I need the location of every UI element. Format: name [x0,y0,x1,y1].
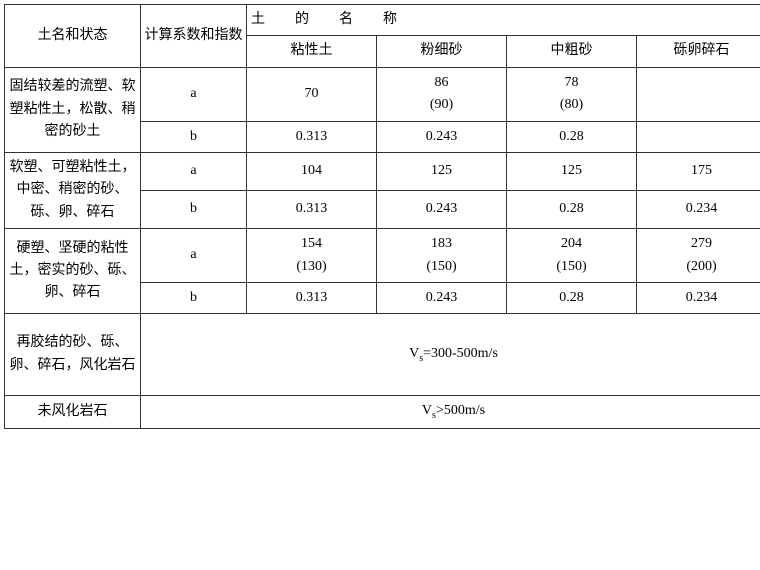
g3-b-c1: 0.313 [247,282,377,313]
g1-a-c3-top: 78 [565,75,579,90]
soil-name-header: 土 的 名 称 [247,5,760,36]
g3-b-c3: 0.28 [507,282,637,313]
g2-b-c2: 0.243 [377,191,507,229]
g3-label: 硬塑、坚硬的粘性土，密实的砂、砾、卵、碎石 [5,229,141,314]
g3-b-c2: 0.243 [377,282,507,313]
g3-a-c1: 154 (130) [247,229,377,283]
g3-a-c2: 183 (150) [377,229,507,283]
g3-a-c3-top: 204 [561,236,582,251]
g1-a-c3-bot: (80) [560,97,583,112]
g5-label: 未风化岩石 [5,396,141,429]
col-1-header: 粘性土 [247,36,377,67]
g3-a-c2-bot: (150) [426,259,456,274]
g2-a-c2: 125 [377,152,507,190]
col-4-header: 砾卵碎石 [637,36,760,67]
g3-b-label: b [141,282,247,313]
g2-a-c1: 104 [247,152,377,190]
g1-a-c1: 70 [247,67,377,121]
g3-row-a: 硬塑、坚硬的粘性土，密实的砂、砾、卵、碎石 a 154 (130) 183 (1… [5,229,760,283]
g2-b-c1: 0.313 [247,191,377,229]
g1-b-c4 [637,121,760,152]
g1-b-c3: 0.28 [507,121,637,152]
g1-a-c2-bot: (90) [430,97,453,112]
row-header-cell: 土名和状态 [5,5,141,68]
g3-a-c3-bot: (150) [556,259,586,274]
g3-a-c2-top: 183 [431,236,452,251]
g2-b-c3: 0.28 [507,191,637,229]
g4-v-prefix: V [409,346,419,361]
g3-a-c1-top: 154 [301,236,322,251]
g5-v-rest: >500m/s [436,403,485,418]
g3-b-c4: 0.234 [637,282,760,313]
g1-b-c1: 0.313 [247,121,377,152]
col-3-header: 中粗砂 [507,36,637,67]
g2-a-c4: 175 [637,152,760,190]
soil-params-table: 土名和状态 计算系数和指数 土 的 名 称 粘性土 粉细砂 中粗砂 砾卵碎石 固… [4,4,760,429]
g5-v-prefix: V [422,403,432,418]
g4-v-rest: =300-500m/s [423,346,498,361]
g1-a-c3: 78 (80) [507,67,637,121]
g1-row-a: 固结较差的流塑、软塑粘性土，松散、稍密的砂土 a 70 86 (90) 78 (… [5,67,760,121]
g1-a-c4 [637,67,760,121]
g1-a-c2-top: 86 [435,75,449,90]
g4-value: Vs=300-500m/s [141,314,760,396]
g3-a-c4: 279 (200) [637,229,760,283]
g2-row-a: 软塑、可塑粘性土，中密、稍密的砂、砾、卵、碎石 a 104 125 125 17… [5,152,760,190]
g1-b-c2: 0.243 [377,121,507,152]
g4-label: 再胶结的砂、砾、卵、碎石，风化岩石 [5,314,141,396]
g1-a-label: a [141,67,247,121]
g3-a-c3: 204 (150) [507,229,637,283]
g5-value: Vs>500m/s [141,396,760,429]
g5-row: 未风化岩石 Vs>500m/s [5,396,760,429]
col-2-header: 粉细砂 [377,36,507,67]
g3-a-c1-bot: (130) [296,259,326,274]
g2-b-c4: 0.234 [637,191,760,229]
header-row-1: 土名和状态 计算系数和指数 土 的 名 称 [5,5,760,36]
g1-b-label: b [141,121,247,152]
g2-label: 软塑、可塑粘性土，中密、稍密的砂、砾、卵、碎石 [5,152,141,228]
g2-a-label: a [141,152,247,190]
g1-a-c2: 86 (90) [377,67,507,121]
g3-a-c4-bot: (200) [686,259,716,274]
coeff-header-cell: 计算系数和指数 [141,5,247,68]
g4-row: 再胶结的砂、砾、卵、碎石，风化岩石 Vs=300-500m/s [5,314,760,396]
g3-a-c4-top: 279 [691,236,712,251]
g1-label: 固结较差的流塑、软塑粘性土，松散、稍密的砂土 [5,67,141,152]
g2-a-c3: 125 [507,152,637,190]
g2-b-label: b [141,191,247,229]
g3-a-label: a [141,229,247,283]
